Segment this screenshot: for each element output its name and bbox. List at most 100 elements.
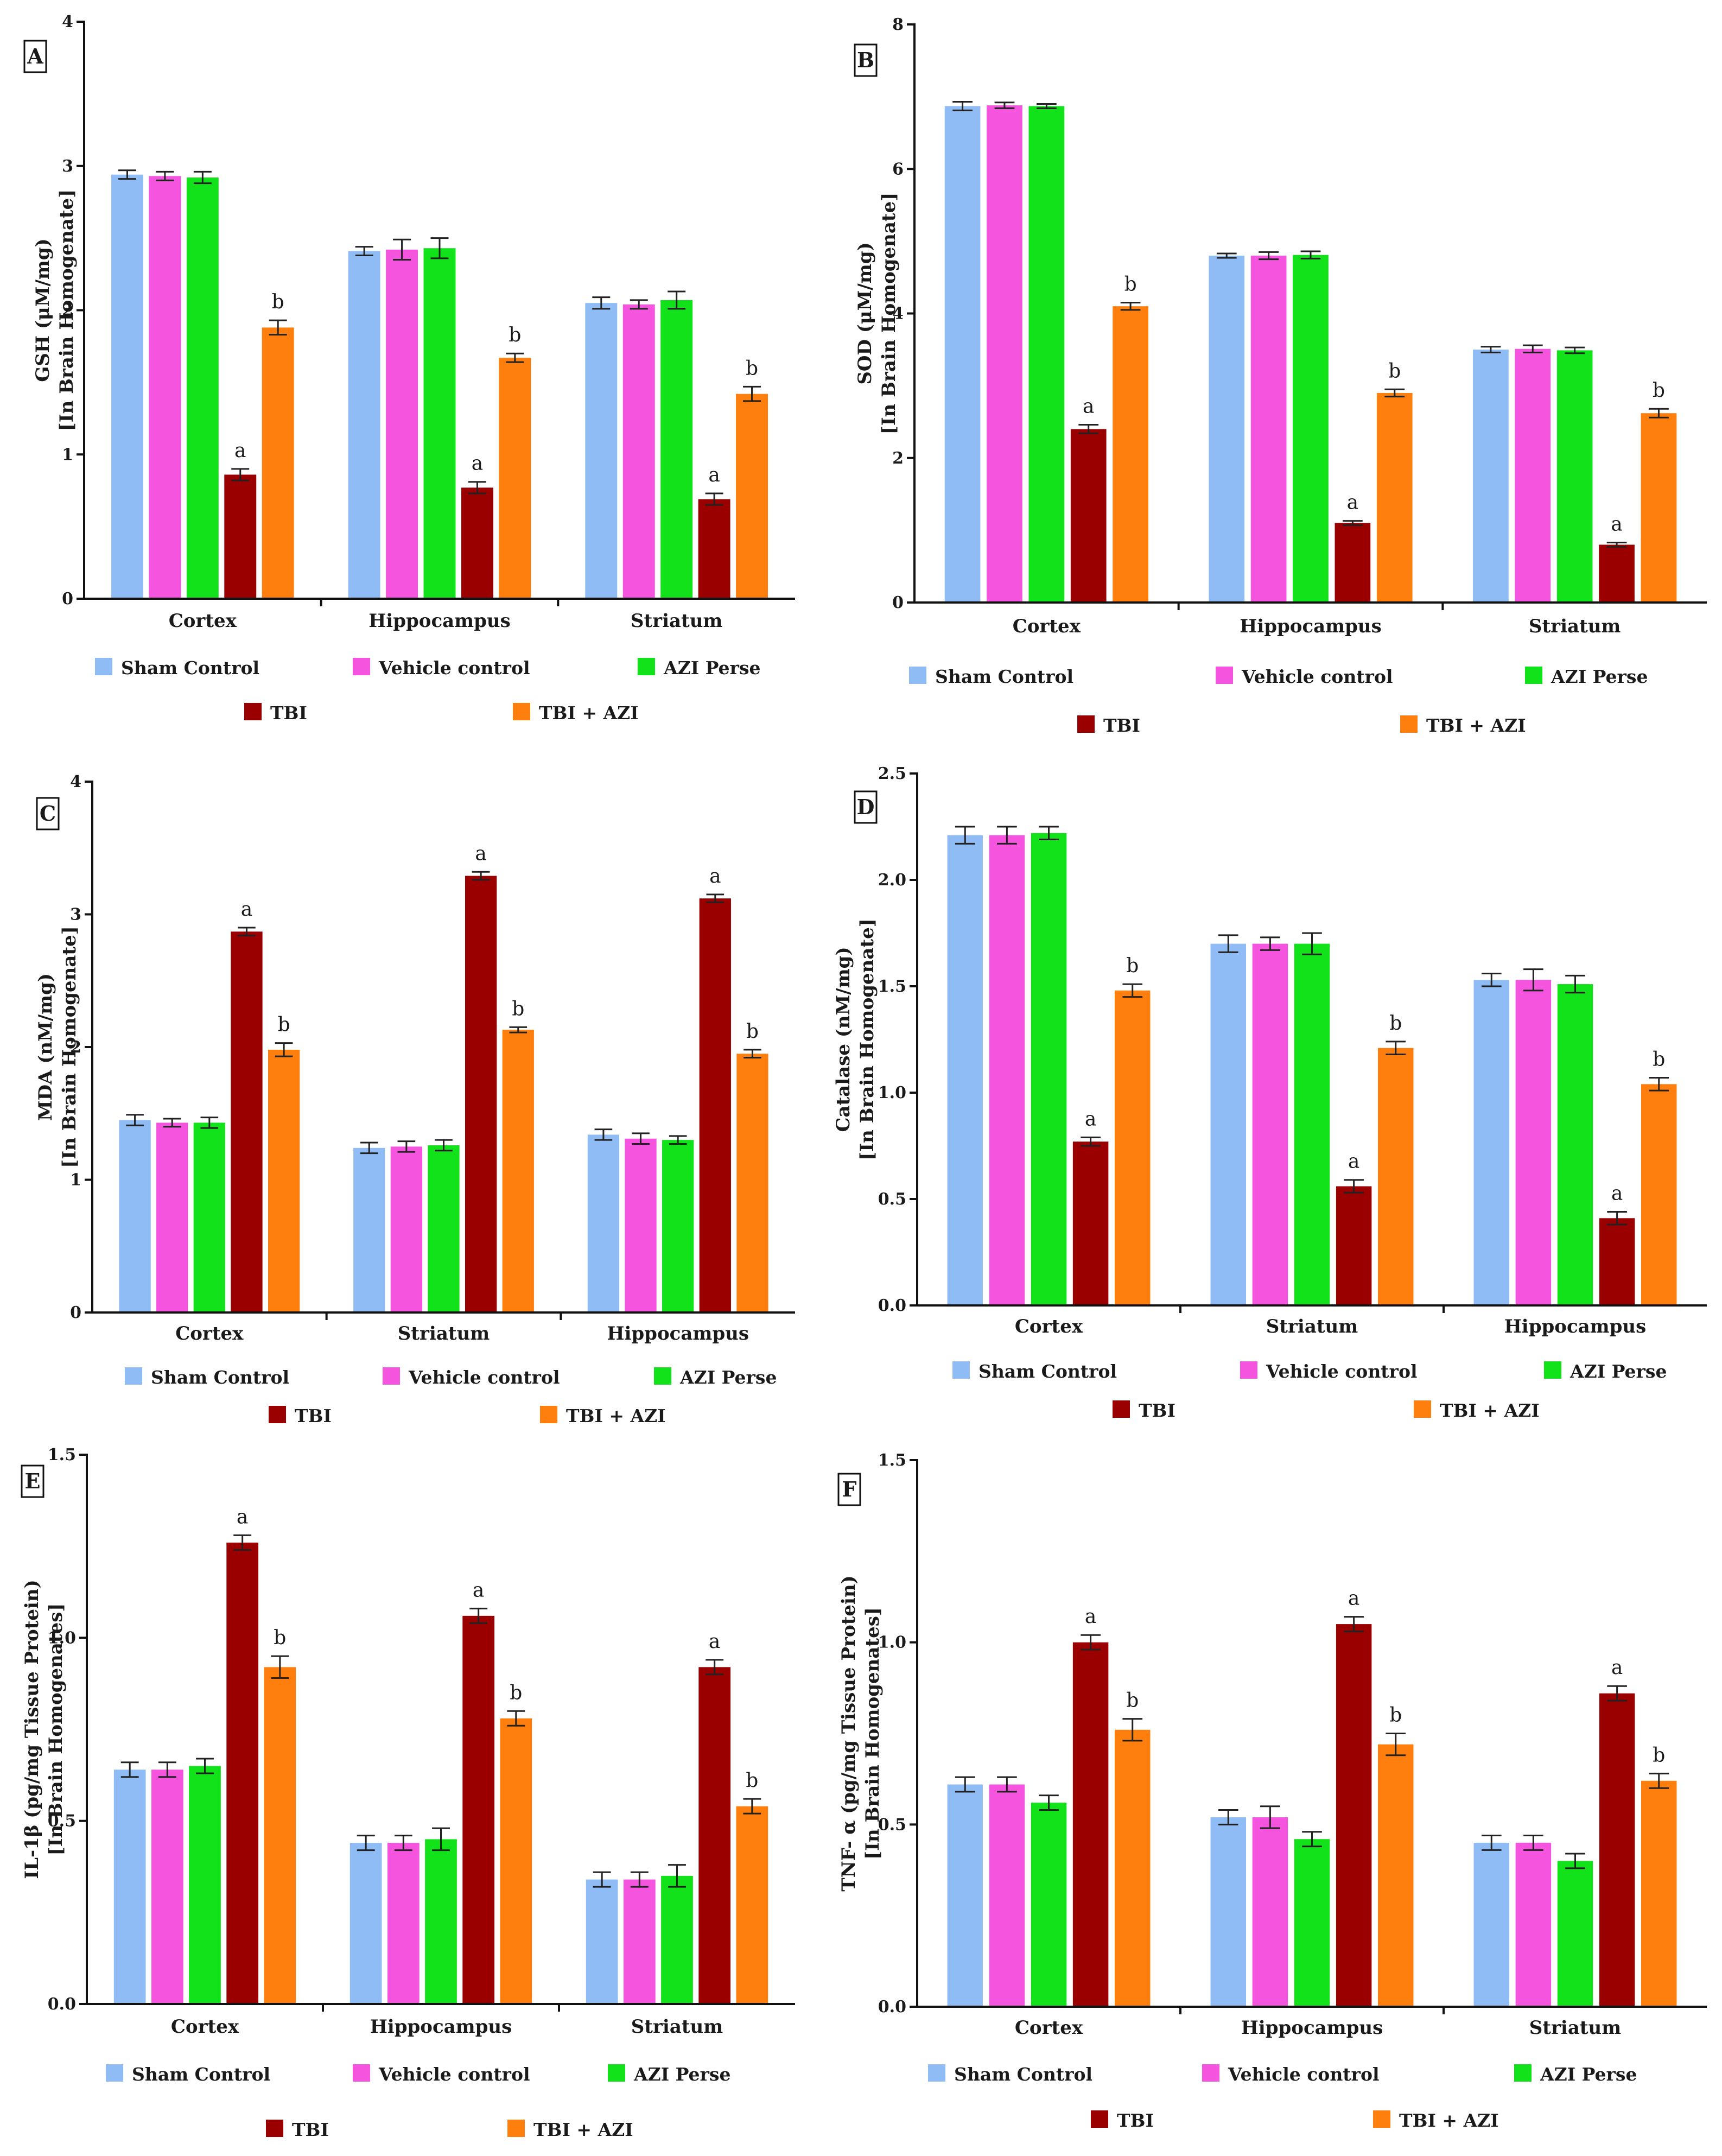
significance-label: b: [1126, 1690, 1139, 1712]
legend-swatch: [1091, 2110, 1108, 2128]
category-label: Hippocampus: [1240, 616, 1382, 637]
panel-letter-box: [36, 797, 60, 830]
y-axis-title-line: [In Brain Homogenates]: [45, 1603, 67, 1856]
category-label: Cortex: [175, 1323, 244, 1345]
bar-sham-0: [111, 174, 143, 599]
y-axis-title: MDA (nM/mg) [In Brain Homogenate]: [35, 926, 80, 1168]
bar-azi-1: [1294, 943, 1330, 1305]
legend-label: Sham Control: [954, 2064, 1092, 2085]
legend-label: TBI + AZI: [1399, 2110, 1499, 2131]
legend-swatch: [1113, 1400, 1130, 1418]
bar-vehicle-2: [625, 1138, 657, 1312]
bar-tbiazi-1: [499, 358, 531, 599]
legend-item-azi: AZI Perse: [1514, 2064, 1637, 2085]
significance-label: b: [1389, 1012, 1402, 1035]
y-tick-label: 2.5: [878, 764, 906, 783]
legend-label: Vehicle control: [378, 2064, 530, 2085]
significance-label: a: [234, 440, 246, 462]
bar-sham-0: [947, 835, 983, 1305]
legend-item-tbi: TBI: [266, 2119, 329, 2140]
bar-tbiazi-0: [1114, 1729, 1151, 2007]
significance-label: b: [746, 1770, 758, 1792]
significance-label: b: [1653, 379, 1665, 402]
bar-azi-1: [425, 1839, 457, 2004]
bar-tbi-0: [226, 1542, 259, 2004]
legend-item-tbi: TBI: [244, 702, 307, 724]
y-axis-title-line: Catalase (nM/mg): [833, 947, 854, 1132]
bar-sham-2: [587, 1134, 620, 1312]
y-tick-label: 0.5: [878, 1815, 906, 1834]
bar-sham-2: [1473, 350, 1509, 603]
legend-label: TBI: [1139, 1400, 1175, 1421]
legend-label: AZI Perse: [1570, 1361, 1667, 1382]
legend-label: AZI Perse: [679, 1367, 777, 1388]
bar-sham-2: [1473, 980, 1510, 1305]
panel-letter: D: [857, 795, 875, 819]
legend-swatch: [1202, 2064, 1219, 2082]
significance-label: a: [472, 453, 483, 475]
panel-b: a b Cortex a b Hippocampus a b Striatum 0 2 4 6 8 SOD …: [854, 15, 1707, 736]
category-label: Striatum: [1529, 616, 1621, 637]
legend-item-sham: Sham Control: [952, 1361, 1117, 1382]
category-label: Striatum: [631, 2016, 723, 2038]
bar-tbiazi-0: [268, 1049, 300, 1312]
legend-swatch: [125, 1367, 142, 1385]
bar-vehicle-1: [1250, 256, 1287, 603]
bar-tbiazi-1: [1377, 1048, 1414, 1305]
panel-f: a b Cortex a b Hippocampus a b Striatum 0.0 0.5 1.0…: [837, 1451, 1707, 2131]
category-label: Hippocampus: [1504, 1316, 1647, 1337]
category-label: Striatum: [631, 610, 723, 632]
bar-azi-2: [660, 300, 693, 599]
bar-azi-0: [189, 1766, 221, 2004]
category-label: Striatum: [1529, 2017, 1622, 2039]
legend-swatch: [106, 2064, 123, 2082]
bar-tbiazi-1: [1377, 1744, 1414, 2007]
significance-label: a: [1083, 396, 1094, 418]
y-axis-title-line: SOD (μM/mg): [854, 242, 876, 384]
bar-azi-1: [428, 1145, 460, 1312]
y-tick-label: 4: [892, 305, 904, 324]
significance-label: b: [1126, 955, 1139, 977]
y-tick-label: 3: [70, 905, 81, 924]
y-axis-title: IL-1β (pg/mg Tissue Protein) [In Brain Ho…: [21, 1580, 67, 1879]
legend-item-vehicle: Vehicle control: [1202, 2064, 1380, 2085]
bar-tbiazi-0: [1113, 306, 1148, 603]
bar-vehicle-2: [1515, 1842, 1552, 2007]
bar-tbi-0: [224, 474, 257, 599]
panel-a: a b Cortex a b Hippocampus a b Striatum 0 1 2 3 4 GSH …: [23, 12, 795, 724]
bar-vehicle-0: [987, 105, 1022, 603]
legend-swatch: [608, 2064, 625, 2082]
legend-label: TBI: [270, 702, 307, 724]
significance-label: b: [1653, 1049, 1665, 1071]
bar-tbiazi-0: [264, 1667, 296, 2004]
legend-label: Vehicle control: [1228, 2064, 1380, 2085]
bar-vehicle-0: [156, 1123, 188, 1312]
bar-vehicle-2: [623, 1879, 656, 2004]
significance-label: b: [1124, 274, 1137, 296]
bar-sham-2: [585, 303, 618, 599]
y-tick-label: 1.5: [878, 977, 906, 996]
bar-azi-0: [193, 1123, 225, 1312]
category-label: Striatum: [398, 1323, 490, 1345]
bar-vehicle-1: [1252, 1817, 1288, 2007]
y-tick-label: 1.5: [48, 1445, 76, 1464]
legend-item-vehicle: Vehicle control: [1216, 666, 1393, 687]
bar-tbiazi-1: [502, 1030, 534, 1312]
bar-vehicle-0: [151, 1770, 183, 2004]
bar-tbi-1: [1336, 1186, 1372, 1305]
legend-item-tbi: TBI: [1077, 715, 1140, 736]
legend-label: TBI: [1103, 715, 1140, 736]
legend-swatch: [1400, 715, 1418, 733]
bar-azi-2: [1557, 984, 1593, 1305]
legend-label: Sham Control: [121, 657, 259, 678]
bar-sham-0: [113, 1770, 146, 2004]
significance-label: b: [1388, 360, 1401, 382]
y-tick-label: 0: [70, 1303, 81, 1322]
legend-label: TBI + AZI: [1426, 715, 1526, 736]
legend-swatch: [909, 667, 926, 684]
panel-letter-box: [23, 40, 47, 73]
significance-label: b: [272, 291, 284, 313]
legend-swatch: [1414, 1400, 1431, 1418]
bar-sham-1: [350, 1843, 382, 2004]
significance-label: a: [473, 1579, 484, 1601]
